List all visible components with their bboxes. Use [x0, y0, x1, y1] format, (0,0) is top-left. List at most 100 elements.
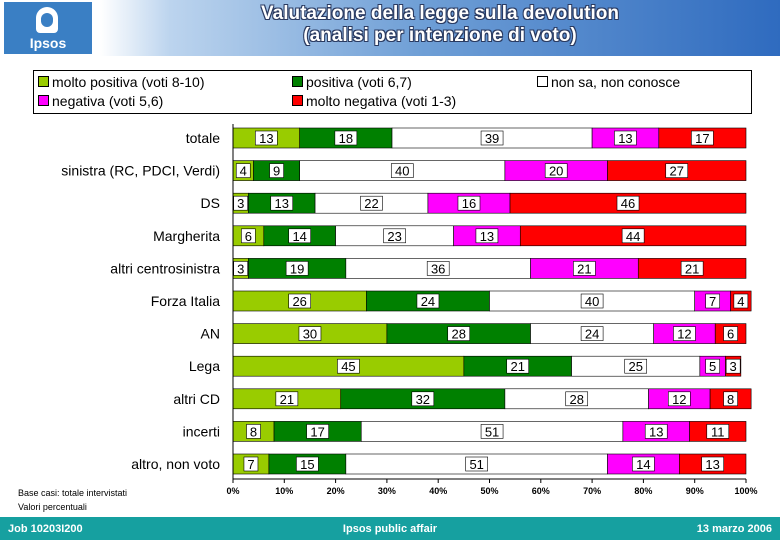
- data-label-box-s4-r5: [733, 293, 749, 309]
- data-label-box-s2-r1: [390, 163, 414, 178]
- data-label-box-s0-r7: [337, 358, 360, 374]
- data-label-s2-r5: 40: [585, 294, 599, 309]
- data-label-s3-r10: 14: [636, 457, 650, 472]
- x-tick-label-4: 40%: [429, 486, 447, 496]
- data-label-box-s2-r0: [480, 130, 504, 146]
- data-label-s1-r6: 28: [451, 327, 465, 342]
- legend-label-molto-positiva: molto positiva (voti 8-10): [52, 74, 205, 90]
- data-label-s0-r8: 21: [280, 392, 294, 407]
- data-label-box-s3-r2: [457, 195, 481, 211]
- x-tick-label-5: 50%: [480, 486, 498, 496]
- data-label-s4-r0: 17: [695, 131, 709, 146]
- category-label-4: altri centrosinistra: [110, 260, 220, 276]
- data-label-box-s0-r9: [246, 424, 261, 439]
- legend-swatch-molto-negativa: [292, 95, 303, 106]
- footer-job: Job 10203I200: [8, 523, 83, 535]
- data-label-s3-r4: 21: [577, 261, 591, 276]
- data-label-s1-r10: 15: [300, 457, 314, 472]
- footnote-unit: Valori percentuali: [18, 502, 87, 512]
- data-label-s0-r1: 4: [240, 164, 247, 179]
- legend-swatch-positiva: [292, 76, 303, 87]
- data-label-box-s1-r0: [334, 130, 358, 146]
- data-label-box-s1-r7: [506, 358, 530, 374]
- legend-item-positiva: positiva (voti 6,7): [292, 74, 412, 90]
- data-label-s0-r10: 7: [247, 457, 254, 472]
- data-label-box-s4-r2: [616, 195, 640, 211]
- data-label-box-s3-r9: [644, 424, 668, 439]
- data-label-s3-r2: 16: [462, 196, 476, 211]
- data-label-box-s4-r7: [725, 358, 741, 374]
- legend-label-positiva: positiva (voti 6,7): [306, 74, 412, 90]
- data-label-box-s2-r7: [624, 358, 648, 374]
- legend-label-molto-negativa: molto negativa (voti 1-3): [306, 93, 457, 109]
- data-label-s3-r9: 13: [649, 424, 663, 439]
- data-label-s4-r6: 6: [727, 327, 734, 342]
- x-tick-label-8: 80%: [634, 486, 652, 496]
- data-label-s2-r2: 22: [364, 196, 378, 211]
- data-label-s1-r4: 19: [290, 261, 304, 276]
- title-line-2: (analisi per intenzione di voto): [303, 25, 577, 46]
- data-label-s1-r1: 9: [273, 164, 280, 179]
- data-label-box-s1-r8: [411, 391, 435, 407]
- data-label-s2-r1: 40: [395, 164, 409, 179]
- x-tick-label-7: 70%: [583, 486, 601, 496]
- data-label-s0-r7: 45: [341, 359, 355, 374]
- x-tick-label-6: 60%: [532, 486, 550, 496]
- data-label-box-s4-r1: [665, 163, 689, 178]
- data-label-s0-r9: 8: [250, 424, 257, 439]
- data-label-box-s1-r9: [306, 424, 329, 439]
- data-label-s3-r3: 13: [480, 229, 494, 244]
- data-label-s3-r8: 12: [672, 392, 686, 407]
- data-label-box-s2-r3: [383, 228, 406, 244]
- data-label-s4-r9: 11: [711, 424, 725, 439]
- data-label-box-s1-r4: [285, 261, 309, 276]
- data-label-s0-r0: 13: [259, 131, 273, 146]
- legend-label-non-sa: non sa, non conosce: [551, 74, 681, 90]
- data-label-s2-r6: 24: [585, 327, 599, 342]
- data-label-s4-r8: 8: [727, 392, 734, 407]
- category-label-10: altro, non voto: [131, 456, 220, 472]
- header-bar: Ipsos Valutazione della legge sulla devo…: [0, 0, 780, 56]
- legend-swatch-non-sa: [537, 76, 548, 87]
- data-label-s2-r9: 51: [485, 424, 499, 439]
- x-tick-label-2: 20%: [327, 486, 345, 496]
- data-label-s2-r7: 25: [628, 359, 642, 374]
- x-tick-label-9: 90%: [686, 486, 704, 496]
- data-label-box-s2-r5: [580, 293, 604, 309]
- data-label-box-s0-r2: [233, 195, 248, 211]
- data-label-box-s4-r0: [691, 130, 714, 146]
- data-label-s1-r3: 14: [292, 229, 306, 244]
- ipsos-emblem-icon: [36, 7, 58, 33]
- data-label-s1-r5: 24: [421, 294, 435, 309]
- data-label-box-s1-r5: [416, 293, 440, 309]
- category-label-3: Margherita: [153, 228, 220, 244]
- data-label-s0-r6: 30: [303, 327, 317, 342]
- data-label-box-s1-r3: [288, 228, 311, 244]
- legend-item-molto-negativa: molto negativa (voti 1-3): [292, 93, 456, 109]
- data-label-box-s1-r10: [296, 456, 319, 472]
- data-label-s1-r7: 21: [510, 359, 524, 374]
- data-label-box-s3-r6: [673, 326, 696, 341]
- data-label-s4-r2: 46: [621, 196, 635, 211]
- data-label-s3-r7: 5: [709, 359, 716, 374]
- data-label-box-s4-r9: [706, 424, 730, 439]
- data-label-box-s4-r8: [723, 391, 738, 407]
- data-label-s1-r2: 13: [275, 196, 289, 211]
- footer-bar: Job 10203I200 Ipsos public affair 13 mar…: [0, 517, 780, 540]
- legend-item-non-sa: non sa, non conosce: [537, 74, 680, 90]
- category-label-8: altri CD: [173, 391, 220, 407]
- data-label-box-s2-r10: [465, 456, 488, 472]
- data-label-box-s2-r4: [426, 261, 450, 276]
- data-label-s2-r8: 28: [569, 392, 583, 407]
- category-label-7: Lega: [189, 358, 220, 374]
- data-label-box-s1-r6: [447, 326, 471, 341]
- data-label-box-s3-r3: [475, 228, 499, 244]
- category-label-9: incerti: [183, 423, 220, 439]
- data-label-s1-r8: 32: [416, 392, 430, 407]
- x-tick-label-0: 0%: [226, 486, 239, 496]
- data-label-box-s0-r5: [288, 293, 311, 309]
- x-tick-label-10: 100%: [734, 486, 757, 496]
- data-label-s4-r7: 3: [730, 359, 737, 374]
- data-label-s0-r2: 3: [237, 196, 244, 211]
- logo-text: Ipsos: [29, 35, 67, 51]
